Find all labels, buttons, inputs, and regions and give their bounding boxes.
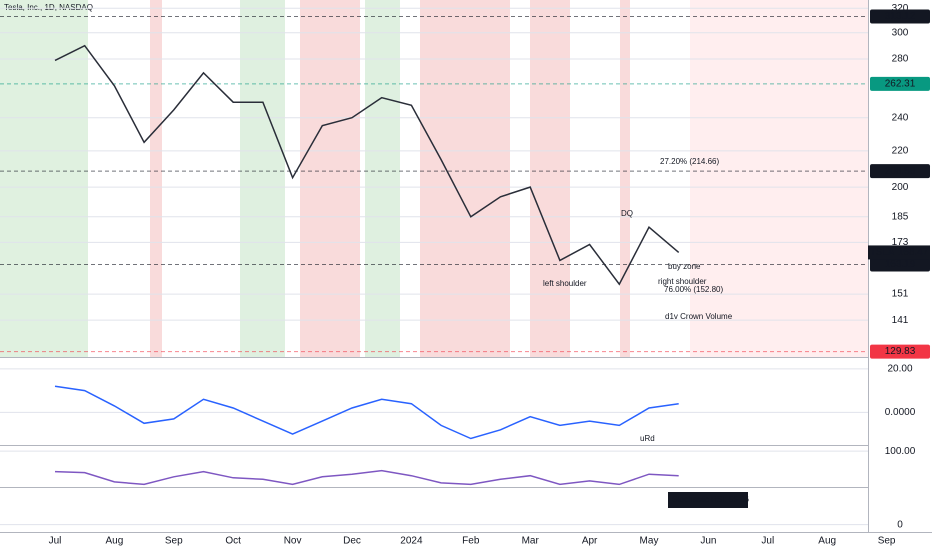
annotation: right shoulder: [658, 277, 707, 286]
y-tick-label: 320: [892, 3, 909, 14]
level-box: [870, 9, 930, 24]
x-tick-label: Nov: [284, 536, 302, 547]
y-tick-label: 220: [892, 145, 909, 156]
level-label: 163.19: [885, 259, 916, 270]
x-tick-label: 2024: [400, 536, 423, 547]
pane-divider: [0, 532, 932, 533]
level-label: 313.12: [885, 11, 916, 22]
x-tick-label: Mar: [522, 536, 540, 547]
level-label: 129.83: [885, 346, 916, 357]
x-tick-label: Apr: [582, 536, 598, 547]
annotation: left shoulder: [543, 279, 587, 288]
annotation-box: [668, 492, 748, 508]
x-tick-label: Aug: [106, 536, 124, 547]
price-axis-border: [868, 0, 869, 532]
level-box: [870, 164, 930, 179]
x-tick-label: Oct: [225, 536, 241, 547]
y-tick-label: 200: [892, 182, 909, 193]
x-tick-label: Aug: [818, 536, 836, 547]
x-tick-label: Sep: [165, 536, 183, 547]
x-tick-label: Jun: [700, 536, 716, 547]
x-tick-label: Jul: [49, 536, 62, 547]
y-tick-label: 280: [892, 54, 909, 65]
y-tick-label: 151: [892, 289, 909, 300]
annotation: d1v Crown Volume: [665, 312, 733, 321]
annotation: uRd: [640, 434, 655, 443]
x-tick-label: Dec: [343, 536, 361, 547]
y-tick-label: 240: [892, 112, 909, 123]
symbol-label: TSLA: [869, 247, 894, 258]
series-line: [54, 469, 679, 486]
pane-divider: [0, 487, 868, 488]
last-price-label: 168.47: [898, 247, 929, 258]
level-box: [870, 76, 930, 91]
pane-divider: [0, 357, 868, 358]
series-line: [54, 385, 679, 440]
y-tick-label: 100.00: [885, 446, 916, 457]
level-label: 208.58: [885, 166, 916, 177]
annotation: buy zone: [668, 262, 701, 271]
x-tick-label: Sep: [878, 536, 896, 547]
last-price-box: [896, 245, 930, 260]
x-tick-label: May: [640, 536, 659, 547]
series-line: [54, 44, 680, 286]
y-tick-label: 0.0000: [885, 407, 916, 418]
pane-divider: [0, 445, 868, 446]
annotation: Stochastic RSI: 55.86: [672, 495, 749, 504]
level-box: [870, 257, 930, 272]
y-tick-label: 0: [897, 519, 903, 530]
annotation: 76.00% (152.80): [664, 285, 723, 294]
symbol-box: [868, 245, 896, 260]
y-tick-label: 173: [892, 237, 909, 248]
background-bands: [0, 0, 868, 357]
level-box: [870, 344, 930, 359]
annotation: 27.20% (214.66): [660, 157, 719, 166]
level-label: 262.31: [885, 79, 916, 90]
x-tick-label: Feb: [462, 536, 480, 547]
chart-title: Tesla, Inc., 1D, NASDAQ: [4, 3, 93, 12]
x-tick-label: Jul: [761, 536, 774, 547]
y-tick-label: 141: [892, 315, 909, 326]
y-tick-label: 185: [892, 211, 909, 222]
y-tick-label: 20.00: [887, 364, 912, 375]
annotation: DQ: [621, 209, 633, 218]
y-tick-label: 300: [892, 27, 909, 38]
